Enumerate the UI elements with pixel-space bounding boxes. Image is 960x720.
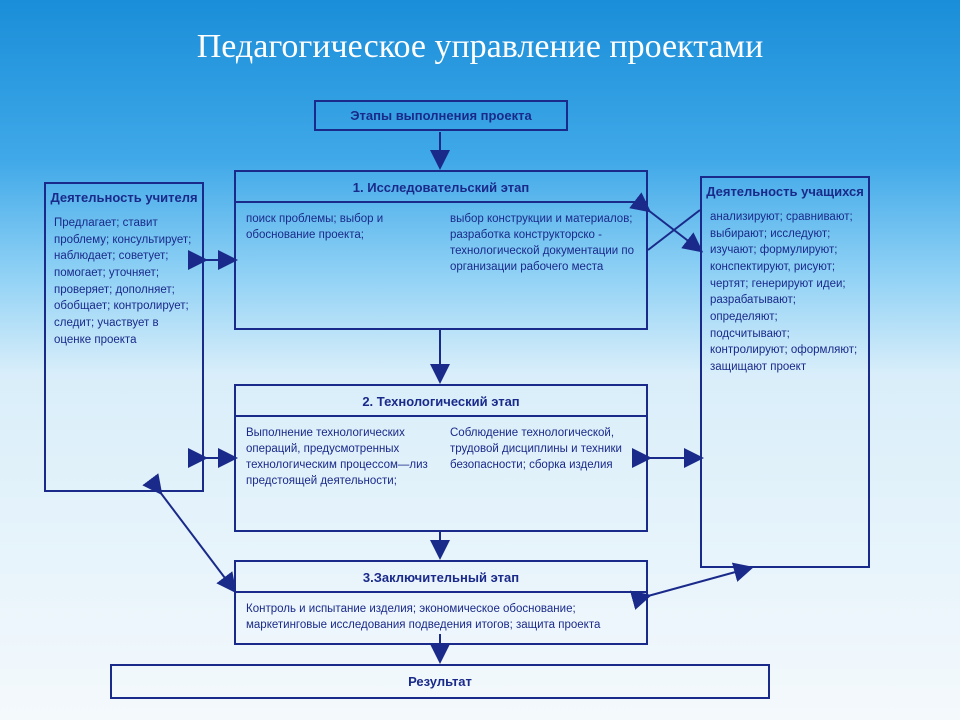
stages-top-label: Этапы выполнения проекта xyxy=(316,102,566,129)
students-box: Деятельность учащихся анализируют; сравн… xyxy=(700,176,870,568)
result-label: Результат xyxy=(112,666,768,697)
stage2-col2: Соблюдение технологической, трудовой дис… xyxy=(450,425,636,489)
students-header: Деятельность учащихся xyxy=(702,178,868,205)
stages-top-box: Этапы выполнения проекта xyxy=(314,100,568,131)
teacher-header: Деятельность учителя xyxy=(46,184,202,211)
stage2-col1: Выполнение технологических операций, пре… xyxy=(246,425,432,489)
stage1-col1: поиск проблемы; выбор и обоснование прое… xyxy=(246,211,432,275)
stage1-body: поиск проблемы; выбор и обоснование прое… xyxy=(236,203,646,285)
stage3-body: Контроль и испытание изделия; экономичес… xyxy=(236,593,646,643)
stage3-header: 3.Заключительный этап xyxy=(236,562,646,593)
stage2-box: 2. Технологический этап Выполнение техно… xyxy=(234,384,648,532)
stage1-col2: выбор конструкции и материалов; разработ… xyxy=(450,211,636,275)
teacher-box: Деятельность учителя Предлагает; ставит … xyxy=(44,182,204,492)
result-box: Результат xyxy=(110,664,770,699)
stage1-box: 1. Исследовательский этап поиск проблемы… xyxy=(234,170,648,330)
students-text: анализируют; сравнивают; выбирают; иссле… xyxy=(702,205,868,384)
stage3-box: 3.Заключительный этап Контроль и испытан… xyxy=(234,560,648,645)
stage2-header: 2. Технологический этап xyxy=(236,386,646,417)
stage2-body: Выполнение технологических операций, пре… xyxy=(236,417,646,499)
page-title: Педагогическое управление проектами xyxy=(0,0,960,66)
stage1-header: 1. Исследовательский этап xyxy=(236,172,646,203)
stage3-text: Контроль и испытание изделия; экономичес… xyxy=(246,601,636,633)
teacher-text: Предлагает; ставит проблему; консультиру… xyxy=(46,211,202,356)
